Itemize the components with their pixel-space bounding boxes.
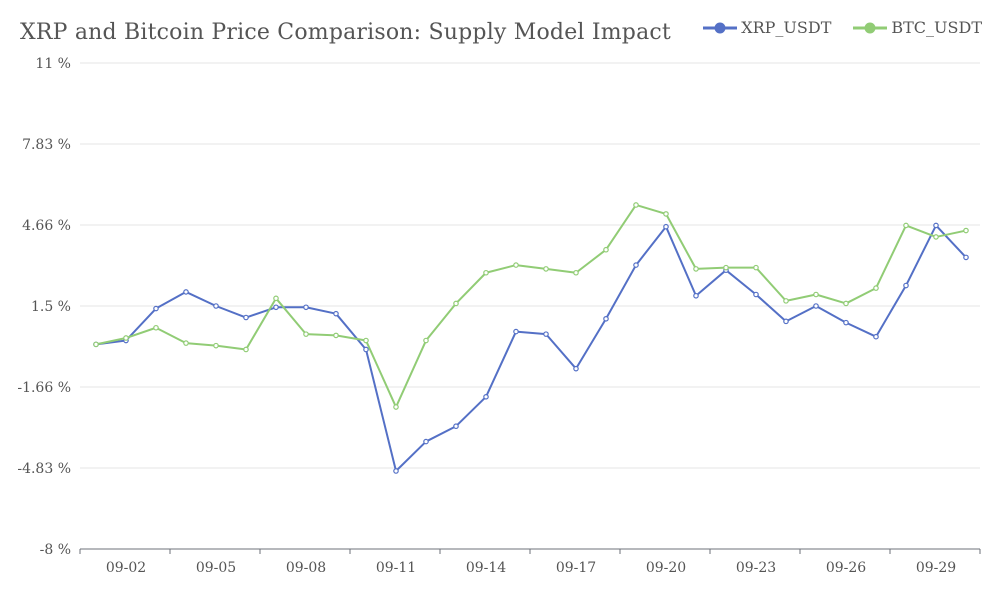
- legend-item-btc[interactable]: BTC_USDT: [853, 18, 982, 37]
- x-tick-label: 09-17: [556, 560, 596, 576]
- grid-lines: [80, 62, 980, 469]
- x-tick-label: 09-26: [826, 560, 866, 576]
- legend-label-xrp: XRP_USDT: [741, 18, 832, 37]
- series-btc-usdt: [93, 202, 969, 410]
- y-tick-label: -1.66 %: [17, 380, 71, 396]
- data-point[interactable]: [603, 246, 609, 253]
- data-point[interactable]: [783, 318, 789, 325]
- series-xrp-usdt: [93, 222, 969, 474]
- legend: XRP_USDT BTC_USDT: [703, 18, 982, 37]
- data-point[interactable]: [693, 266, 699, 272]
- data-point[interactable]: [573, 365, 579, 372]
- data-point[interactable]: [543, 331, 549, 337]
- series-line: [95, 224, 967, 472]
- data-point[interactable]: [303, 304, 309, 311]
- data-point[interactable]: [453, 423, 459, 430]
- y-axis-labels: 11 % 7.83 % 4.66 % 1.5 % -1.66 % -4.83 % -8 %: [17, 56, 71, 558]
- data-point[interactable]: [333, 310, 339, 317]
- data-point[interactable]: [663, 211, 669, 217]
- data-point[interactable]: [633, 202, 639, 208]
- data-point[interactable]: [813, 291, 819, 298]
- y-tick-label: 11 %: [35, 56, 71, 72]
- chart-title: XRP and Bitcoin Price Comparison: Supply…: [20, 20, 671, 45]
- data-point[interactable]: [843, 300, 849, 307]
- data-point[interactable]: [783, 298, 789, 304]
- y-tick-label: 7.83 %: [22, 137, 71, 153]
- data-point[interactable]: [213, 303, 219, 309]
- data-point[interactable]: [423, 438, 429, 445]
- data-point[interactable]: [303, 331, 309, 337]
- data-point[interactable]: [393, 468, 399, 474]
- series-lines: [93, 202, 969, 474]
- data-point[interactable]: [693, 292, 699, 299]
- x-axis-labels: 09-02 09-05 09-08 09-11 09-14 09-17 09-20 09-23…: [106, 560, 956, 576]
- data-point[interactable]: [243, 346, 249, 353]
- data-point[interactable]: [813, 303, 819, 309]
- data-point[interactable]: [903, 222, 909, 229]
- data-point[interactable]: [183, 340, 189, 346]
- data-point[interactable]: [543, 266, 549, 272]
- data-point[interactable]: [873, 285, 879, 291]
- y-tick-label: -8 %: [40, 542, 71, 558]
- data-point[interactable]: [753, 264, 759, 271]
- data-point[interactable]: [183, 289, 189, 295]
- data-point[interactable]: [273, 304, 279, 311]
- data-point[interactable]: [753, 291, 759, 298]
- data-point[interactable]: [363, 337, 369, 344]
- data-point[interactable]: [123, 335, 129, 341]
- series-line: [95, 203, 967, 409]
- data-point[interactable]: [573, 269, 579, 276]
- data-point[interactable]: [603, 315, 609, 322]
- data-point[interactable]: [213, 342, 219, 349]
- data-point[interactable]: [633, 262, 639, 268]
- data-point[interactable]: [333, 332, 339, 339]
- data-point[interactable]: [513, 262, 519, 268]
- legend-marker-xrp-icon: [703, 22, 738, 33]
- data-point[interactable]: [963, 227, 969, 234]
- x-tick-label: 09-02: [106, 560, 146, 576]
- legend-label-btc: BTC_USDT: [891, 18, 982, 37]
- x-tick-label: 09-08: [286, 560, 326, 576]
- data-point[interactable]: [843, 319, 849, 326]
- data-point[interactable]: [663, 223, 669, 230]
- data-point[interactable]: [243, 314, 249, 321]
- x-tick-label: 09-05: [196, 560, 236, 576]
- x-tick-label: 09-20: [646, 560, 686, 576]
- legend-marker-btc-icon: [853, 22, 888, 33]
- data-point[interactable]: [963, 254, 969, 261]
- y-tick-label: -4.83 %: [17, 461, 71, 477]
- data-point[interactable]: [933, 234, 939, 240]
- data-point[interactable]: [393, 404, 399, 410]
- x-tick-label: 09-11: [376, 560, 416, 576]
- data-point[interactable]: [93, 341, 99, 348]
- data-point[interactable]: [483, 269, 489, 276]
- data-point[interactable]: [273, 295, 279, 302]
- y-tick-label: 1.5 %: [31, 299, 71, 315]
- data-point[interactable]: [873, 333, 879, 340]
- x-tick-label: 09-23: [736, 560, 776, 576]
- x-axis: [79, 548, 981, 554]
- data-point[interactable]: [903, 282, 909, 289]
- data-point[interactable]: [723, 264, 729, 271]
- y-tick-label: 4.66 %: [22, 218, 71, 234]
- x-tick-label: 09-29: [916, 560, 956, 576]
- data-point[interactable]: [153, 305, 159, 312]
- data-point[interactable]: [513, 328, 519, 335]
- data-point[interactable]: [453, 300, 459, 307]
- data-point[interactable]: [153, 324, 159, 331]
- data-point[interactable]: [423, 337, 429, 344]
- legend-item-xrp[interactable]: XRP_USDT: [703, 18, 831, 37]
- x-tick-label: 09-14: [466, 560, 506, 576]
- data-point[interactable]: [363, 346, 369, 353]
- data-point[interactable]: [483, 394, 489, 400]
- data-point[interactable]: [933, 222, 939, 229]
